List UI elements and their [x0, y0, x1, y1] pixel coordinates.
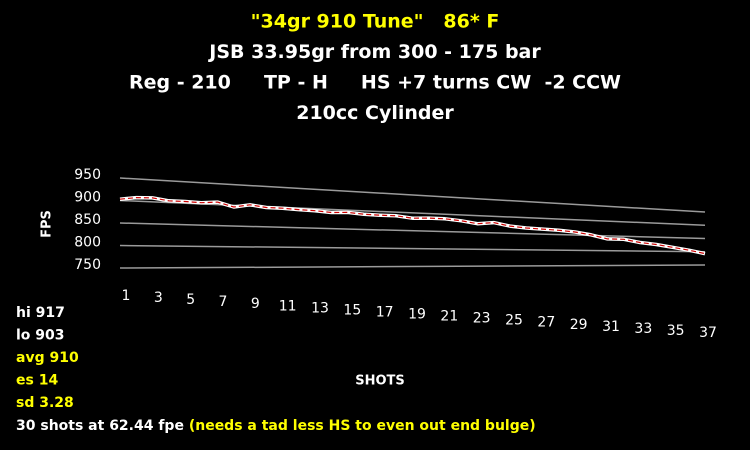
chart-title: JSB 33.95gr from 300 - 175 bar — [207, 41, 541, 63]
x-tick-label: 35 — [667, 323, 685, 339]
x-tick-label: 7 — [219, 294, 228, 310]
x-tick-label: 1 — [122, 288, 131, 304]
x-tick-label: 37 — [699, 325, 717, 341]
x-tick-label: 13 — [311, 300, 329, 316]
y-tick-label: 750 — [74, 257, 101, 273]
x-tick-label: 25 — [505, 313, 523, 329]
x-tick-label: 3 — [154, 290, 163, 306]
chart-title: "34gr 910 Tune" 86* F — [251, 11, 500, 33]
grid-line — [119, 264, 706, 269]
grid-line — [119, 199, 706, 226]
grid-line — [119, 177, 706, 213]
x-tick-label: 19 — [408, 307, 426, 323]
chart-title: 210cc Cylinder — [296, 102, 454, 124]
x-axis-label: SHOTS — [355, 374, 405, 389]
stat-note: sd 3.28 — [16, 395, 74, 411]
chart-title: Reg - 210 TP - H HS +7 turns CW -2 CCW — [129, 72, 621, 94]
x-tick-label: 21 — [440, 309, 458, 325]
y-tick-label: 850 — [74, 212, 101, 228]
x-tick-label: 31 — [602, 319, 620, 335]
x-tick-label: 33 — [634, 321, 652, 337]
y-axis-label: FPS — [40, 210, 55, 238]
footnote-text: 30 shots at 62.44 fpe — [16, 418, 189, 434]
footnote: 30 shots at 62.44 fpe (needs a tad less … — [16, 418, 536, 434]
stat-note: es 14 — [16, 373, 58, 389]
y-tick-label: 900 — [74, 190, 101, 206]
stat-note: lo 903 — [16, 328, 65, 344]
x-tick-label: 5 — [186, 292, 195, 308]
y-tick-label: 950 — [74, 167, 101, 183]
grid-line — [119, 222, 706, 240]
data-line-accent — [119, 196, 706, 255]
x-tick-label: 11 — [279, 298, 297, 314]
x-tick-label: 9 — [251, 296, 260, 312]
x-tick-label: 27 — [537, 315, 555, 331]
x-tick-label: 29 — [570, 317, 588, 333]
x-tick-label: 17 — [376, 304, 394, 320]
footnote-note: (needs a tad less HS to even out end bul… — [189, 418, 536, 434]
x-tick-label: 23 — [473, 311, 491, 327]
stat-note: hi 917 — [16, 305, 65, 321]
grid-line — [119, 244, 706, 253]
x-tick-label: 15 — [343, 302, 361, 318]
y-tick-label: 800 — [74, 235, 101, 251]
stat-note: avg 910 — [16, 350, 79, 366]
